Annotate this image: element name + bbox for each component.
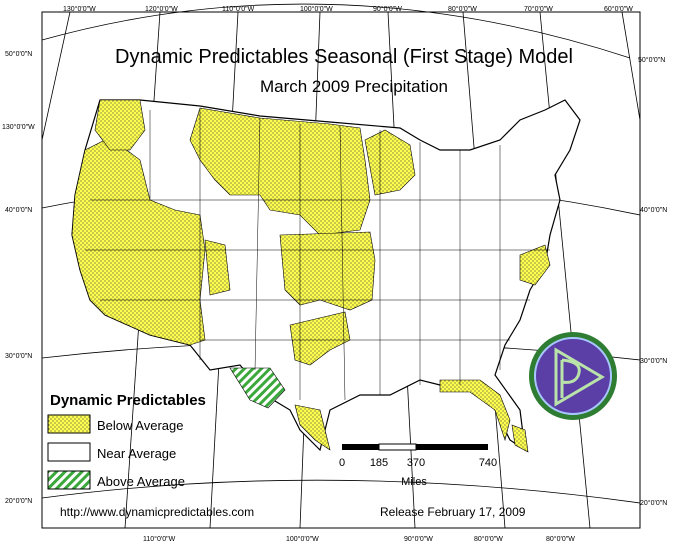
scale-seg-2 (378, 443, 417, 451)
legend-swatch-above (47, 470, 91, 490)
footer-url: http://www.dynamicpredictables.com (60, 505, 254, 519)
meridian-70w (539, 11, 591, 529)
top-label-90w: 90°0'0"W (373, 5, 402, 13)
left-label-40n: 40°0'0"N (5, 206, 32, 214)
left-label-20n: 20°0'0"N (5, 497, 32, 505)
legend-swatch-below (47, 414, 91, 434)
dynamic-predictables-logo (529, 332, 617, 420)
climate-division-lines (85, 110, 560, 401)
right-label-50n: 50°0'0"N (638, 56, 665, 64)
bottom-label-80w-2: 80°0'0"W (546, 535, 575, 543)
legend-swatch-near (47, 442, 91, 462)
top-label-60w: 60°0'0"W (604, 5, 633, 13)
meridian-130w (41, 11, 71, 141)
bottom-label-110w: 110°0'0"W (143, 535, 176, 543)
legend: Dynamic Predictables Below Average Near … (47, 392, 206, 490)
map-subtitle: March 2009 Precipitation (260, 77, 448, 96)
above-average-region (229, 367, 286, 409)
region-central-plains (279, 231, 376, 311)
top-label-130w: 130°0'0"W (63, 5, 96, 13)
legend-label-below: Below Average (97, 418, 184, 433)
left-label-50n: 50°0'0"N (5, 50, 32, 58)
meridian-60w (621, 11, 641, 121)
legend-label-near: Near Average (97, 446, 176, 461)
left-label-130w: 130°0'0"W (2, 123, 35, 131)
map-title: Dynamic Predictables Seasonal (First Sta… (115, 46, 573, 68)
right-label-30n: 30°0'0"N (640, 357, 667, 365)
scale-tick-740: 740 (479, 457, 497, 469)
scale-seg-1 (342, 444, 379, 450)
top-label-110w: 110°0'0"W (222, 5, 255, 13)
region-northern-plains (189, 107, 371, 236)
left-label-30n: 30°0'0"N (5, 352, 32, 360)
parallel-20n (41, 479, 641, 504)
scale-tick-0: 0 (339, 457, 345, 469)
scale-tick-370: 370 (407, 457, 425, 469)
parallel-50n (41, 3, 631, 59)
region-west-coast (71, 139, 206, 346)
scale-bar: 0 185 370 740 Miles (339, 443, 497, 488)
graticule-labels: 130°0'0"W 120°0'0"W 110°0'0"W 100°0'0"W … (2, 5, 667, 543)
bottom-label-90w: 90°0'0"W (404, 535, 433, 543)
top-label-120w: 120°0'0"W (145, 5, 178, 13)
map-frame (41, 11, 641, 529)
scale-unit: Miles (401, 476, 427, 488)
region-southwest (204, 239, 231, 296)
top-label-80w: 80°0'0"W (448, 5, 477, 13)
region-florida-panhandle (439, 379, 511, 442)
region-northwest (94, 99, 146, 151)
right-label-40n: 40°0'0"N (640, 206, 667, 214)
bottom-label-100w: 100°0'0"W (286, 535, 319, 543)
top-label-70w: 70°0'0"W (524, 5, 553, 13)
region-virginia (519, 244, 551, 286)
below-average-regions (71, 99, 551, 453)
scale-tick-185: 185 (370, 457, 388, 469)
legend-title: Dynamic Predictables (50, 392, 206, 409)
region-texas-south (294, 404, 331, 451)
right-label-20n: 20°0'0"N (640, 499, 667, 507)
legend-label-above: Above Average (97, 474, 185, 489)
top-label-100w: 100°0'0"W (300, 5, 333, 13)
region-florida-south (511, 424, 529, 453)
region-texas-north (289, 311, 351, 366)
region-great-lakes-west (364, 129, 416, 196)
bottom-label-80w: 80°0'0"W (474, 535, 503, 543)
footer-release: Release February 17, 2009 (380, 505, 526, 519)
scale-seg-3 (416, 444, 488, 450)
